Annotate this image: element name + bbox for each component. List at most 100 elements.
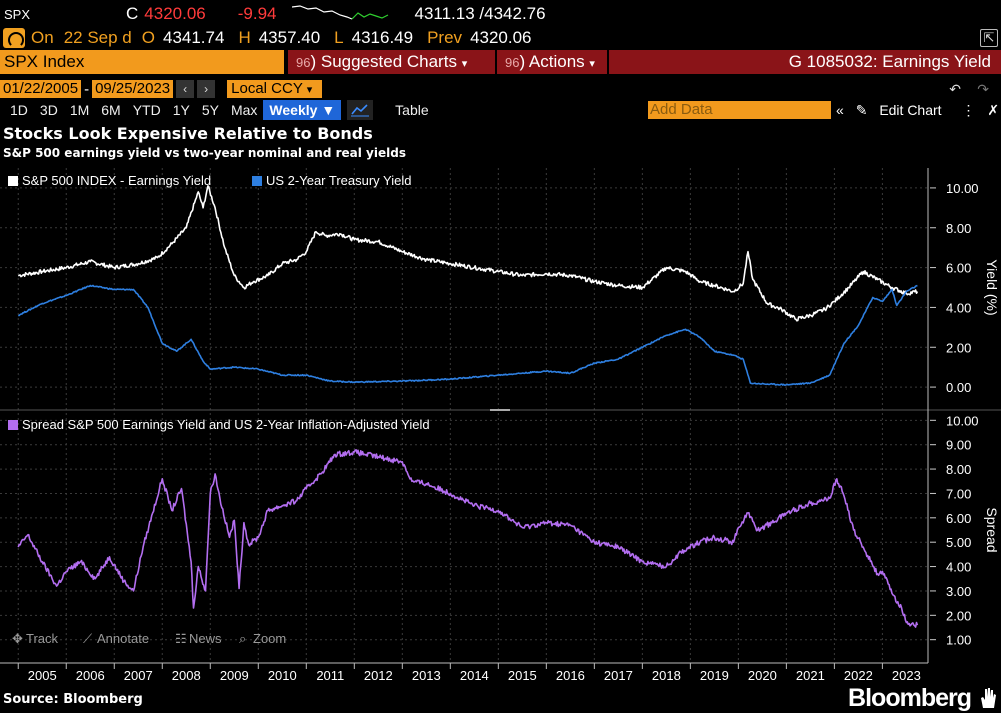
x-tick-label: 2022	[844, 668, 873, 683]
chart-subtitle: S&P 500 earnings yield vs two-year nomin…	[3, 146, 406, 160]
period-5y[interactable]: 5Y	[201, 102, 219, 118]
actions-num: 96	[505, 55, 520, 70]
x-tick-label: 2006	[76, 668, 105, 683]
legend-label: Spread S&P 500 Earnings Yield and US 2-Y…	[22, 417, 430, 432]
redo-icon[interactable]: ↷	[977, 80, 989, 97]
y-tick-label: 2.00	[946, 608, 971, 623]
settings-icon[interactable]: ⋮	[961, 102, 976, 118]
x-tick-label: 2015	[508, 668, 537, 683]
dropdown-icon: ▾	[306, 84, 313, 96]
tool-label: Zoom	[253, 631, 286, 646]
period-6m[interactable]: 6M	[101, 102, 121, 118]
period-1y[interactable]: 1Y	[172, 102, 190, 118]
tool-annotate-button[interactable]: ⟋ Annotate	[83, 631, 149, 646]
x-tick-label: 2014	[460, 668, 489, 683]
dropdown-icon: ▾	[461, 58, 468, 70]
period-ytd[interactable]: YTD	[132, 102, 161, 118]
period-3d[interactable]: 3D	[39, 102, 58, 118]
table-button[interactable]: Table	[395, 102, 429, 118]
tool-label: Track	[26, 631, 59, 646]
period-1d[interactable]: 1D	[10, 102, 28, 118]
x-tick-label: 2005	[28, 668, 57, 683]
dropdown-icon: ▼	[321, 102, 336, 118]
start-date-input[interactable]: 01/22/2005	[0, 80, 82, 98]
y-tick-label: 7.00	[946, 486, 971, 501]
suggested-num: 96	[296, 55, 311, 70]
suggested-charts-menu[interactable]: 96) Suggested Charts ▾	[288, 50, 495, 74]
price-change: -9.94	[237, 4, 277, 23]
hand-icon[interactable]	[977, 686, 997, 710]
x-tick-label: 2018	[652, 668, 681, 683]
prev-value: 4320.06	[470, 28, 532, 47]
x-tick-label: 2016	[556, 668, 585, 683]
plot-lines	[17, 185, 919, 628]
frequency-select[interactable]: Weekly ▼	[263, 100, 342, 120]
currency-value: Local CCY	[231, 80, 303, 97]
chart-tools: ✥ Track ⟋ Annotate ☷ News ⌕ Zoom	[12, 631, 286, 646]
zoom-icon: ⌕	[239, 631, 246, 646]
tool-news-button[interactable]: ☷ News	[175, 631, 222, 646]
close-label: C	[126, 4, 139, 23]
series-line	[17, 448, 919, 628]
x-tick-label: 2019	[700, 668, 729, 683]
quote-bar: SPX C 4320.06 -9.94 4311.13 /4342.76	[0, 2, 1001, 26]
series-line	[18, 284, 918, 386]
high-label: H	[238, 28, 251, 47]
x-tick-label: 2013	[412, 668, 441, 683]
end-date-input[interactable]: 09/25/2023	[92, 80, 174, 98]
y-tick-label: 5.00	[946, 535, 971, 550]
tool-zoom-button[interactable]: ⌕ Zoom	[239, 631, 286, 646]
open-label: O	[141, 28, 155, 47]
currency-select[interactable]: Local CCY ▾	[227, 80, 323, 98]
y-tick-label: 3.00	[946, 584, 971, 599]
high-value: 4357.40	[258, 28, 321, 47]
on-label: On	[31, 28, 54, 47]
grid	[0, 168, 928, 663]
prev-arrow-icon[interactable]: ‹	[176, 80, 195, 98]
suggested-label: Suggested Charts	[320, 52, 457, 71]
open-value: 4341.74	[162, 28, 225, 47]
y-axis-label: Spread	[984, 507, 1000, 552]
period-1m[interactable]: 1M	[69, 102, 90, 118]
legend-swatch	[252, 176, 262, 186]
x-tick-label: 2011	[316, 668, 344, 683]
x-tick-label: 2012	[364, 668, 393, 683]
y-tick-label: 10.00	[946, 413, 979, 428]
add-data-input[interactable]: Add Data	[648, 101, 831, 119]
source-note: Source: Bloomberg	[3, 692, 143, 707]
command-bar: SPX Index 96) Suggested Charts ▾ 96) Act…	[0, 50, 1001, 74]
annotate-icon: ⟋	[83, 631, 93, 646]
y-tick-label: 4.00	[946, 300, 971, 315]
actions-menu[interactable]: 96) Actions ▾	[497, 50, 607, 74]
undo-icon[interactable]: ↶	[949, 80, 961, 97]
x-tick-label: 2009	[220, 668, 249, 683]
sparkline-icon	[292, 5, 389, 20]
y-tick-label: 9.00	[946, 438, 971, 453]
collapse-icon[interactable]: «	[836, 102, 844, 118]
popout-icon[interactable]: ⇱	[980, 29, 998, 47]
period-max[interactable]: Max	[230, 102, 258, 118]
tool-label: News	[189, 631, 222, 646]
line-chart-icon[interactable]	[347, 100, 374, 120]
gauge-icon[interactable]	[3, 28, 25, 48]
y-tick-label: 2.00	[946, 340, 971, 355]
chart-title: Stocks Look Expensive Relative to Bonds	[3, 124, 373, 143]
next-arrow-icon[interactable]: ›	[197, 80, 216, 98]
wrench-icon[interactable]: ✗	[987, 102, 1000, 118]
news-icon: ☷	[175, 631, 187, 646]
low-label: L	[334, 28, 344, 47]
pencil-icon: ✎	[855, 102, 868, 118]
dropdown-icon: ▾	[589, 58, 595, 70]
y-tick-label: 8.00	[946, 221, 971, 236]
edit-chart-button[interactable]: ✎ Edit Chart	[856, 102, 950, 118]
frequency-value: Weekly	[269, 102, 318, 118]
legend-swatch	[8, 176, 18, 186]
tool-track-button[interactable]: ✥ Track	[12, 631, 59, 646]
y-tick-label: 6.00	[946, 261, 971, 276]
chart-area[interactable]: 2005 2006 2007 2008 2009 2010 2011 2012 2013 2014…	[0, 163, 1001, 685]
y-tick-label: 8.00	[946, 462, 971, 477]
x-tick-label: 2007	[124, 668, 153, 683]
security-field[interactable]: SPX Index	[0, 50, 284, 74]
y-tick-label: 10.00	[946, 181, 979, 196]
chart-id: G 1085032: Earnings Yield	[609, 50, 1001, 74]
